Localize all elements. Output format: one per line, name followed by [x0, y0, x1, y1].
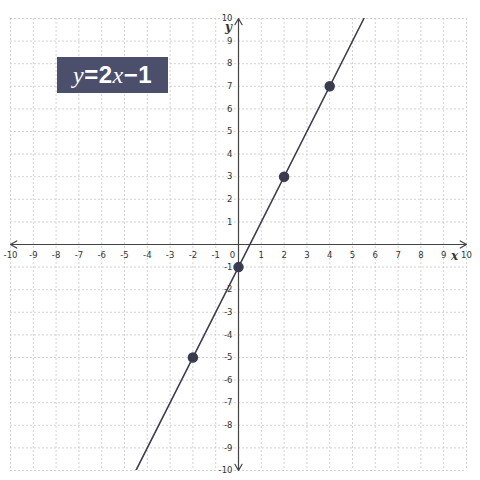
- svg-text:2: 2: [281, 250, 286, 260]
- svg-text:5: 5: [227, 126, 232, 136]
- svg-text:7: 7: [227, 81, 232, 91]
- svg-text:4: 4: [227, 149, 232, 159]
- svg-text:-6: -6: [97, 250, 105, 260]
- svg-text:0: 0: [230, 250, 235, 260]
- svg-text:-4: -4: [143, 250, 151, 260]
- svg-text:3: 3: [304, 250, 309, 260]
- svg-text:9: 9: [441, 250, 446, 260]
- svg-text:-8: -8: [52, 250, 60, 260]
- svg-text:2: 2: [227, 194, 232, 204]
- svg-text:8: 8: [227, 58, 232, 68]
- svg-text:-7: -7: [75, 250, 83, 260]
- svg-text:-1: -1: [224, 262, 232, 272]
- svg-text:-6: -6: [224, 375, 232, 385]
- svg-text:1: 1: [259, 250, 264, 260]
- svg-text:7: 7: [395, 250, 400, 260]
- svg-text:-3: -3: [166, 250, 174, 260]
- svg-text:-3: -3: [224, 307, 232, 317]
- svg-text:-9: -9: [224, 443, 232, 453]
- svg-text:-10: -10: [4, 250, 18, 260]
- svg-text:5: 5: [350, 250, 355, 260]
- svg-text:-9: -9: [29, 250, 37, 260]
- svg-text:x: x: [450, 249, 459, 263]
- svg-text:1: 1: [227, 217, 232, 227]
- svg-text:6: 6: [373, 250, 378, 260]
- svg-text:3: 3: [227, 171, 232, 181]
- svg-text:9: 9: [227, 36, 232, 46]
- svg-text:-5: -5: [120, 250, 128, 260]
- svg-text:-7: -7: [224, 397, 232, 407]
- svg-text:-8: -8: [224, 420, 232, 430]
- html-text:y = 2 x − 1: y = 2 x − 1: [73, 61, 152, 88]
- svg-text:4: 4: [327, 250, 332, 260]
- svg-text:10: 10: [461, 250, 472, 260]
- svg-text:-2: -2: [189, 250, 197, 260]
- svg-text:-10: -10: [219, 465, 233, 475]
- svg-text:-5: -5: [224, 352, 232, 362]
- svg-text:-2: -2: [224, 284, 233, 295]
- svg-text:-4: -4: [224, 330, 232, 340]
- svg-text:8: 8: [418, 250, 423, 260]
- svg-text:y: y: [224, 20, 233, 34]
- svg-text:6: 6: [227, 104, 232, 114]
- svg-text:10: 10: [221, 13, 233, 24]
- svg-text:-1: -1: [211, 250, 219, 260]
